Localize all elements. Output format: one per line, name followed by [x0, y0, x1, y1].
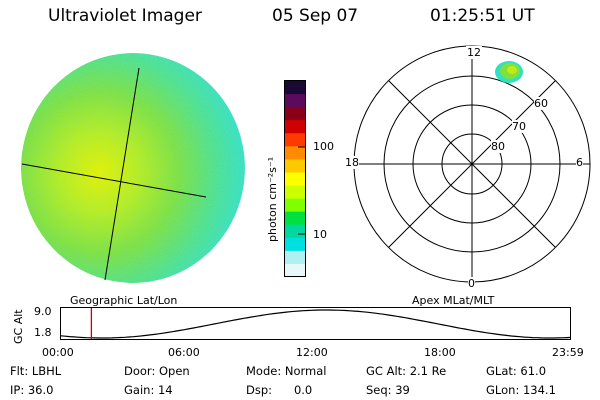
apex-label: Apex MLat/MLT — [412, 294, 495, 307]
gc-alt-info: GC Alt: 2.1 Re — [366, 364, 447, 378]
colorbar-band — [285, 224, 306, 239]
instrument-title: Ultraviolet Imager — [48, 6, 202, 26]
colorbar-band — [285, 81, 306, 95]
colorbar-band — [285, 211, 306, 226]
colorbar-band — [285, 159, 306, 173]
xtick-18-00: 18:00 — [424, 346, 456, 359]
altitude-plot — [60, 307, 572, 340]
ip-info: IP: 36.0 — [10, 383, 54, 397]
mlat-label-60: 60 — [534, 97, 548, 110]
time-label: 01:25:51 UT — [430, 6, 535, 26]
xtick-12-00: 12:00 — [296, 346, 328, 359]
mlt-label-6: 6 — [576, 156, 583, 169]
filter-info: Flt: LBHL — [10, 364, 62, 378]
colorbar-band — [285, 250, 306, 265]
glon-info: GLon: 134.1 — [486, 383, 556, 397]
colorbar-unit-label: photon cm⁻²s⁻¹ — [266, 156, 279, 242]
mlt-label-18: 18 — [345, 156, 359, 169]
colorbar-tick-100: 100 — [313, 140, 334, 153]
seq-info: Seq: 39 — [366, 383, 410, 397]
aurora-blob — [495, 61, 523, 83]
colorbar-band — [285, 237, 306, 252]
longitude-line — [104, 67, 140, 281]
altitude-ytick-1-8: 1.8 — [34, 326, 52, 339]
colorbar-band — [285, 146, 306, 160]
mlat-label-80: 80 — [491, 140, 505, 153]
altitude-curve — [60, 309, 572, 339]
dsp-info: Dsp: 0.0 — [246, 383, 313, 397]
door-info: Door: Open — [124, 364, 190, 378]
altitude-ylabel: GC Alt — [12, 309, 25, 344]
mlat-label-70: 70 — [512, 120, 526, 133]
xtick-23-59: 23:59 — [552, 346, 584, 359]
mlt-label-12: 12 — [466, 46, 482, 59]
colorbar-band — [285, 263, 306, 278]
xtick-00-00: 00:00 — [42, 346, 74, 359]
latitude-line — [21, 163, 207, 198]
mode-info: Mode: Normal — [246, 364, 327, 378]
xtick-06-00: 06:00 — [168, 346, 200, 359]
colorbar-band — [285, 185, 306, 200]
colorbar-band — [285, 120, 306, 134]
colorbar-band — [285, 133, 306, 147]
polar-plot — [353, 45, 591, 283]
gain-info: Gain: 14 — [124, 383, 173, 397]
colorbar-band — [285, 198, 306, 213]
altitude-ytick-9: 9.0 — [34, 305, 52, 318]
colorbar-band — [285, 107, 306, 121]
colorbar-band — [285, 172, 306, 187]
colorbar — [284, 80, 306, 278]
glat-info: GLat: 61.0 — [486, 364, 547, 378]
colorbar-band — [285, 94, 306, 108]
colorbar-tick-10: 10 — [313, 228, 327, 241]
geographic-label: Geographic Lat/Lon — [70, 294, 178, 307]
date-label: 05 Sep 07 — [272, 6, 359, 26]
mlt-label-0: 0 — [468, 277, 475, 290]
